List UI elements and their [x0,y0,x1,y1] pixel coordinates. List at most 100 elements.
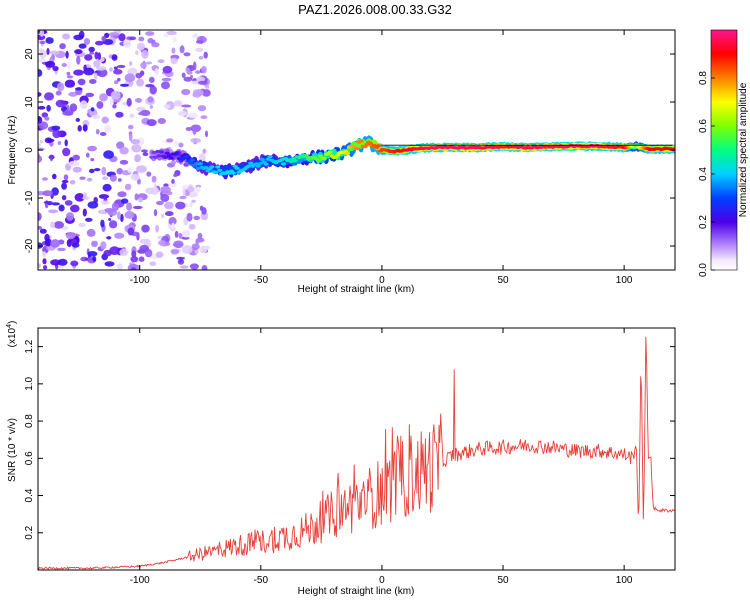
spectrogram-noise-blob [165,211,174,217]
snr-x-tick-label: 100 [616,575,633,586]
spectrogram-y-tick-label: 20 [24,48,35,60]
colorbar-tick-label: 0.2 [698,215,709,229]
spectrogram-noise-blob [77,78,86,86]
spectrogram-noise-blob [135,50,139,55]
spectrogram-noise-blob [115,111,124,118]
spectrogram-ridge-cell [174,151,180,155]
spectrogram-noise-blob [77,125,82,132]
spectrogram-noise-blob [127,124,134,130]
spectrogram-noise-blob [149,261,157,267]
spectrogram-noise-blob [113,69,123,75]
spectrogram-noise-blob [89,51,95,55]
spectrogram-ridge-cell [149,155,155,159]
spectrogram-ridge-cell [193,162,199,166]
spectrogram-ridge-cell [344,152,351,156]
spectrogram-noise-blob [48,209,59,214]
spectrogram-noise-blob [161,77,172,82]
spectrogram-noise-blob [111,54,118,61]
spectrogram-noise-blob [166,30,177,36]
spectrogram-noise-blob [109,246,120,256]
spectrogram-noise-blob [99,209,106,214]
spectrogram-noise-blob [103,150,114,159]
spectrogram-noise-blob [171,160,176,166]
spectrogram-noise-blob [194,250,199,254]
spectrogram-ridge-cell [255,164,261,168]
spectrogram-noise-blob [97,52,102,61]
spectrogram-noise-blob [114,80,119,85]
spectrogram-noise-blob [38,105,46,110]
spectrogram-noise-blob [201,265,208,270]
spectrogram-noise-blob [190,80,200,85]
spectrogram-noise-blob [108,218,112,221]
spectrogram-noise-blob [119,248,128,256]
spectrogram-ridge-cell [184,154,190,159]
spectrogram-noise-blob [80,100,88,109]
spectrogram-ridge-cell [354,147,360,151]
spectrogram-noise-blob [166,138,174,143]
spectrogram-noise-blob [61,225,69,231]
spectrogram-noise-blob [199,205,204,211]
spectrogram-noise-blob [38,121,49,130]
spectrogram-noise-blob [99,132,107,136]
spectrogram-noise-blob [145,31,155,36]
spectrogram-noise-blob [135,165,147,173]
spectrogram-noise-blob [39,139,43,144]
spectrogram-noise-blob [44,92,54,101]
spectrogram-noise-blob [83,192,87,200]
spectrogram-noise-blob [186,70,193,75]
spectrogram-noise-blob [130,255,138,263]
spectrogram-noise-blob [192,61,197,71]
spectrogram-noise-blob [116,168,123,175]
spectrogram-noise-blob [62,147,71,157]
spectrogram-ridge-cell [189,158,196,162]
spectrogram-noise-blob [38,116,43,124]
spectrogram-noise-blob [79,176,86,180]
spectrogram-noise-blob [173,101,183,107]
spectrogram-noise-blob [160,186,171,194]
spectrogram-noise-blob [38,92,42,97]
spectrogram-noise-blob [199,245,208,254]
spectrogram-noise-blob [83,64,87,72]
spectrogram-noise-blob [117,77,121,82]
spectrogram-y-tick-label: 10 [24,96,35,108]
spectrogram-noise-blob [89,79,97,84]
spectrogram-noise-blob [75,87,83,91]
spectrogram-ridge-cell [197,162,203,166]
spectrogram-noise-blob [180,265,189,269]
spectrogram-noise-blob [112,103,117,109]
spectrogram-noise-blob [95,40,104,46]
spectrogram-noise-blob [83,38,90,45]
spectrogram-noise-blob [58,204,65,212]
spectrogram-ridge-cell [230,171,236,175]
spectrogram-ridge-cell [195,166,201,170]
spectrogram-noise-blob [131,144,142,153]
spectrogram-noise-blob [49,50,60,55]
spectrogram-noise-blob [114,232,125,239]
spectrogram-noise-blob [87,251,98,257]
spectrogram-noise-blob [72,166,83,173]
spectrogram-noise-blob [127,67,138,76]
spectrogram-noise-blob [135,72,143,79]
snr-x-tick-label: 50 [497,575,509,586]
spectrogram-ridge-cell [375,144,382,148]
spectrogram-noise-blob [50,221,55,229]
spectrogram-noise-blob [86,177,93,182]
spectrogram-noise-blob [44,116,50,121]
spectrogram-noise-blob [192,128,197,135]
spectrogram-noise-blob [188,112,198,119]
spectrogram-noise-blob [155,224,160,233]
spectrogram-noise-blob [181,72,186,79]
spectrogram-noise-blob [181,104,192,108]
spectrogram-noise-blob [127,227,135,236]
snr-series-line [38,336,675,570]
spectrogram-noise-blob [197,232,203,240]
spectrogram-noise-blob [46,104,51,112]
spectrogram-noise-blob [45,238,52,247]
spectrogram-noise-blob [87,201,99,209]
spectrogram-noise-blob [62,33,71,40]
spectrogram-noise-blob [138,36,145,42]
spectrogram-noise-blob [43,200,53,205]
spectrogram-noise-blob [109,67,113,72]
spectrogram-noise-blob [160,213,165,219]
